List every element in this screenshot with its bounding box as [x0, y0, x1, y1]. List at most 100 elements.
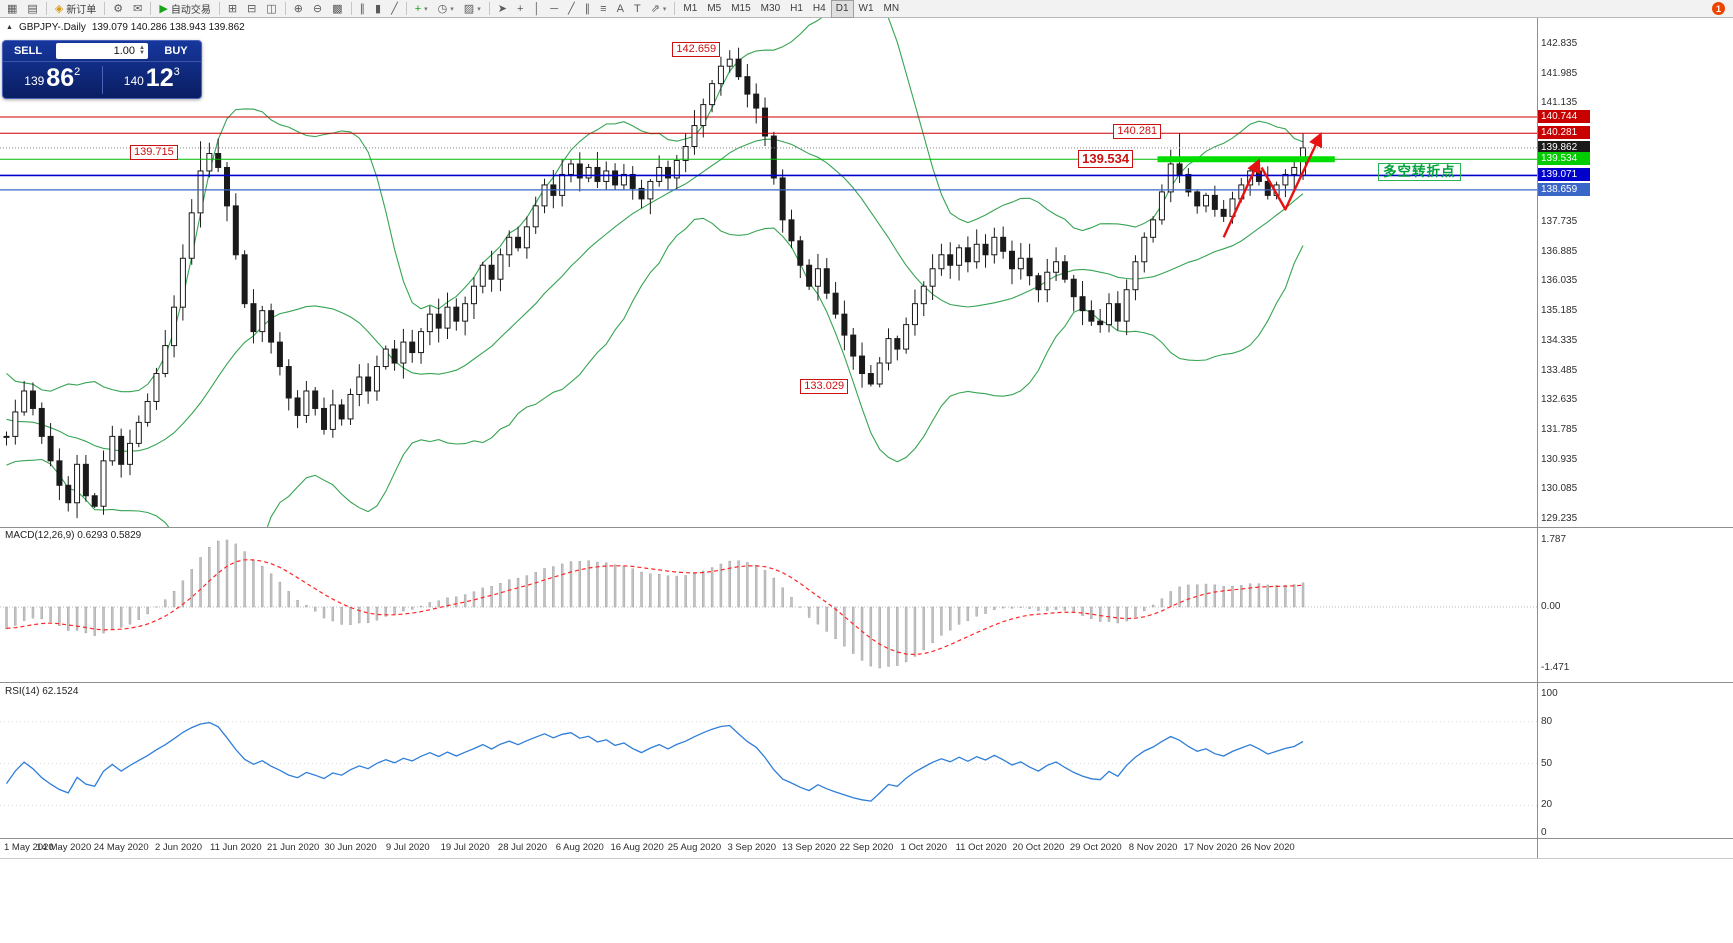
- channel-button[interactable]: ∥: [580, 0, 596, 18]
- tf-m15-label: M15: [731, 3, 751, 14]
- symbol-ohlc: 139.079 140.286 138.943 139.862: [91, 22, 245, 33]
- sell-price-button[interactable]: 139 86 2: [3, 63, 102, 95]
- x-axis-label: 8 Nov 2020: [1128, 842, 1178, 853]
- tf-w1[interactable]: W1: [854, 0, 879, 18]
- label-button[interactable]: T: [629, 0, 646, 18]
- chart-price-label[interactable]: 142.659: [672, 42, 721, 58]
- volume-input[interactable]: 1.00 ▲ ▼: [56, 43, 148, 59]
- label-button-icon: T: [633, 2, 641, 15]
- metaeditor-button[interactable]: ⚙: [108, 0, 128, 18]
- collapse-marker-icon[interactable]: ▲: [6, 24, 13, 31]
- tf-d1[interactable]: D1: [830, 0, 854, 18]
- macd-scale-label: -1.471: [1541, 662, 1570, 673]
- tf-h1[interactable]: H1: [785, 0, 808, 18]
- indicators-button-dropdown-icon: ▾: [424, 5, 428, 13]
- fibonacci-button[interactable]: ≡: [595, 0, 611, 18]
- volume-spinner[interactable]: ▲ ▼: [139, 45, 145, 56]
- chart-price-label[interactable]: 140.281: [1113, 124, 1162, 140]
- symbol-name: GBPJPY-.Daily: [18, 22, 86, 33]
- x-axis-label: 1 Oct 2020: [900, 842, 948, 853]
- toolbar-separator: [350, 2, 352, 15]
- tf-m1[interactable]: M1: [678, 0, 702, 18]
- candlestick-chart-button[interactable]: ▮: [370, 0, 386, 18]
- x-axis-label: 3 Sep 2020: [727, 842, 777, 853]
- indicators-button[interactable]: + ▾: [410, 0, 433, 18]
- notification-badge[interactable]: 1: [1712, 2, 1725, 15]
- spinner-up-icon[interactable]: ▲: [139, 45, 145, 51]
- new-chart-button[interactable]: ▦: [2, 0, 22, 18]
- tf-m30[interactable]: M30: [756, 0, 785, 18]
- templates-button[interactable]: ▨ ▾: [459, 0, 486, 18]
- tf-h4-label: H4: [812, 3, 826, 14]
- channel-button-icon: ∥: [584, 2, 591, 15]
- grid-button-icon: ▩: [332, 2, 343, 15]
- price-divider: [101, 66, 103, 94]
- price-tag: 139.862: [1538, 140, 1590, 154]
- arrange-windows-button-icon: ◫: [266, 2, 277, 15]
- crosshair-button[interactable]: +: [512, 0, 528, 18]
- zoom-out-button[interactable]: ⊖: [308, 0, 327, 18]
- sell-price-sup: 2: [74, 65, 81, 78]
- autotrading-button-label: 自动交易: [170, 5, 211, 16]
- zoom-in-button[interactable]: ⊕: [289, 0, 308, 18]
- rsi-scale-label: 50: [1541, 757, 1553, 769]
- chart-price-label[interactable]: 133.029: [800, 379, 849, 395]
- vertical-line-button[interactable]: │: [528, 0, 545, 18]
- metaeditor-button-icon: ⚙: [113, 2, 124, 15]
- price-tag: 140.281: [1538, 126, 1590, 140]
- panel-separator[interactable]: [0, 682, 1733, 683]
- vertical-line-button-icon: │: [533, 2, 541, 15]
- bar-chart-button[interactable]: ∥: [355, 0, 371, 18]
- y-axis-label: 141.985: [1541, 67, 1578, 79]
- sell-price-big: 86: [46, 63, 75, 92]
- chart-text-annotation[interactable]: 多空转折点: [1378, 162, 1461, 181]
- autotrading-button[interactable]: ▶ 自动交易: [154, 0, 215, 18]
- y-axis-label: 141.135: [1541, 97, 1578, 109]
- tf-h4[interactable]: H4: [808, 0, 831, 18]
- x-axis-label: 20 Oct 2020: [1012, 842, 1065, 853]
- tf-mn[interactable]: MN: [879, 0, 905, 18]
- cursor-button[interactable]: ➤: [493, 0, 512, 18]
- text-button[interactable]: A: [612, 0, 629, 18]
- y-axis-label: 135.185: [1541, 305, 1578, 317]
- horizontal-line-button[interactable]: ─: [545, 0, 563, 18]
- price-scale-border: [1537, 18, 1538, 858]
- toolbar-separator: [45, 2, 47, 15]
- main-chart-canvas[interactable]: [0, 18, 1537, 527]
- line-chart-button[interactable]: ╱: [386, 0, 403, 18]
- x-axis-label: 1 May 2020: [4, 842, 54, 853]
- macd-scale-label: 0.00: [1541, 601, 1561, 612]
- cursor-button-icon: ➤: [497, 2, 507, 15]
- buy-price-big: 12: [145, 63, 174, 92]
- tile-windows-button[interactable]: ⊞: [223, 0, 242, 18]
- arrange-windows-button[interactable]: ◫: [261, 0, 281, 18]
- buy-price-button[interactable]: 140 12 3: [103, 63, 202, 95]
- macd-panel-canvas[interactable]: [0, 527, 1537, 682]
- sell-button[interactable]: SELL: [13, 45, 43, 57]
- x-axis-label: 9 Jul 2020: [385, 842, 430, 853]
- chart-price-label[interactable]: 139.715: [129, 144, 178, 160]
- profiles-button[interactable]: ▤: [22, 0, 42, 18]
- zoom-out-button-icon: ⊖: [312, 2, 323, 15]
- periods-button[interactable]: ◷ ▾: [433, 0, 459, 18]
- grid-button[interactable]: ▩: [327, 0, 347, 18]
- time-scale[interactable]: 1 May 2020 14 May 2020 24 May 2020 2 Jun 20…: [0, 838, 1537, 858]
- tf-m15[interactable]: M15: [726, 0, 755, 18]
- alerts-button[interactable]: ✉: [128, 0, 147, 18]
- chart-price-label[interactable]: 139.534: [1078, 150, 1134, 169]
- cascade-windows-button[interactable]: ⊟: [242, 0, 261, 18]
- buy-button[interactable]: BUY: [164, 45, 188, 57]
- spinner-down-icon[interactable]: ▼: [139, 50, 145, 56]
- rsi-scale-label: 80: [1541, 715, 1553, 727]
- rsi-panel-canvas[interactable]: [0, 682, 1537, 838]
- profiles-button-icon: ▤: [27, 2, 38, 15]
- panel-separator[interactable]: [0, 527, 1733, 528]
- toolbar-separator: [104, 2, 106, 15]
- trendline-button[interactable]: ╱: [563, 0, 580, 18]
- arrows-tool-button[interactable]: ⇗ ▾: [646, 0, 672, 18]
- new-order-button[interactable]: ◈ 新订单: [50, 0, 101, 18]
- tf-m5[interactable]: M5: [702, 0, 726, 18]
- tf-mn-label: MN: [883, 3, 900, 14]
